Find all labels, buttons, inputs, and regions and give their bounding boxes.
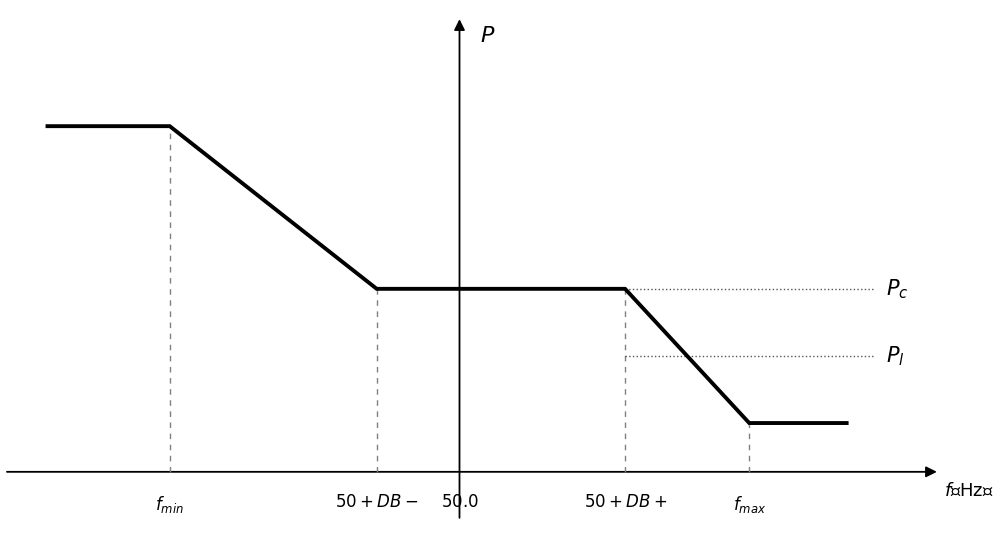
Text: $f_{max}$: $f_{max}$	[733, 494, 766, 515]
Text: $f$（Hz）: $f$（Hz）	[944, 482, 994, 500]
Text: $50+DB+$: $50+DB+$	[584, 494, 667, 511]
Text: $P$: $P$	[480, 25, 496, 47]
Text: $P_l$: $P_l$	[886, 344, 904, 368]
Text: $P_c$: $P_c$	[886, 277, 908, 301]
Text: $50+DB-$: $50+DB-$	[335, 494, 418, 511]
Text: $f_{min}$: $f_{min}$	[155, 494, 184, 515]
Text: $50.0$: $50.0$	[441, 494, 478, 511]
